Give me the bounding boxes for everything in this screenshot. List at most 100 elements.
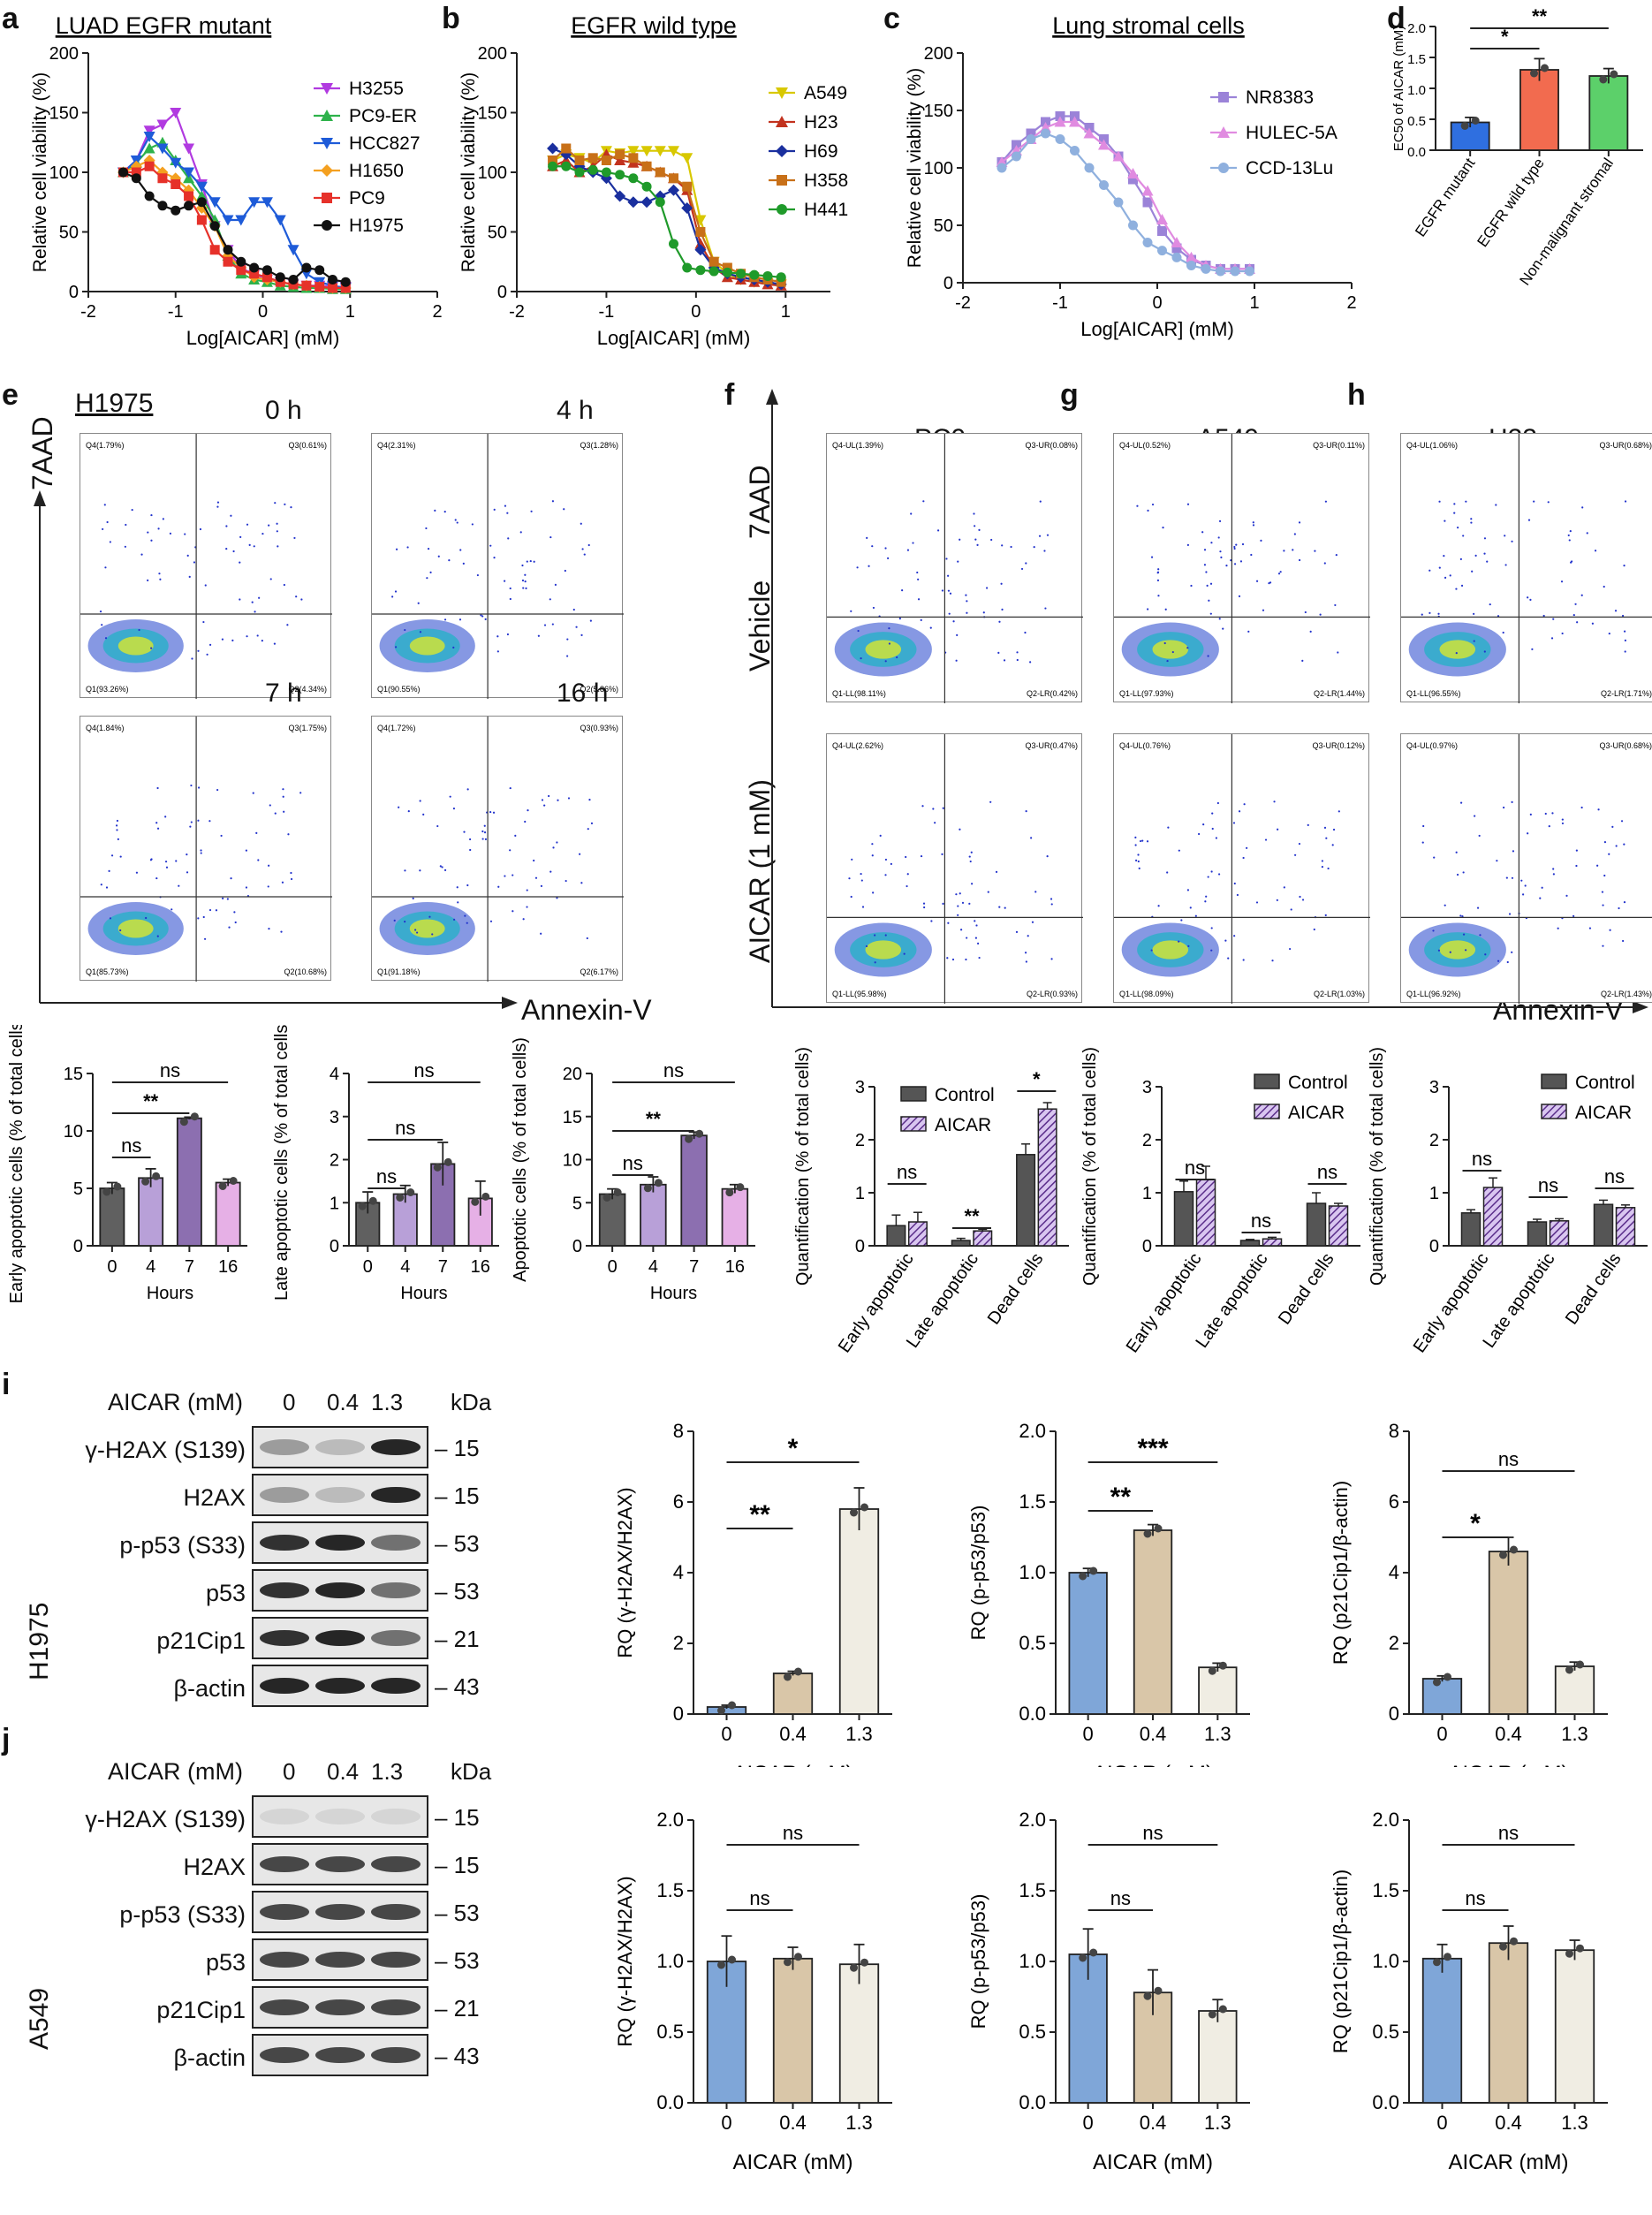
significance-label: ns [1538,1174,1558,1196]
band [371,1535,421,1551]
event-dot [454,519,457,521]
data-point-HCC827 [156,143,169,155]
event-dot [1455,588,1458,590]
event-dot [1438,500,1441,503]
data-point-CCD-13Lu [1026,134,1036,144]
data-point-H1975 [184,201,194,211]
data-point-H1975 [340,277,351,287]
x-tick-label: 1 [1249,293,1259,313]
event-dot [957,914,959,916]
blot-bands [260,1582,421,1598]
event-dot [1210,927,1213,929]
data-point-PC9 [261,272,272,283]
legend-swatch [1541,1073,1567,1089]
band [260,1999,309,2015]
data-point-H1975 [171,205,181,216]
event-dot [1020,567,1024,571]
y-tick-label: 1.5 [1372,1879,1399,1901]
event-dot [898,618,901,620]
data-dot [1576,1660,1584,1669]
event-dot [239,598,241,601]
event-dot [1565,894,1568,897]
chart-title: Lung stromal cells [1052,12,1245,39]
x-axis-title: AICAR (mM) [733,1762,853,1767]
event-dot [268,524,270,527]
x-tick-label: 1.3 [845,2112,873,2134]
event-dot [951,958,955,961]
data-dot [1433,1958,1441,1967]
quadrant-q2: Q2-LR(1.43%) [1601,990,1652,998]
event-dot [147,531,149,534]
x-tick-label: 1.3 [1204,1723,1231,1745]
y-tick-label: 5 [572,1194,582,1213]
event-dot [156,935,159,937]
legend-label-H69: H69 [804,141,838,162]
quadrant-q3: Q3-UR(0.08%) [1025,441,1078,450]
y-tick-label: 0.0 [1407,145,1426,160]
data-point-PC9 [340,283,351,293]
event-dot [398,806,400,808]
event-dot [1508,913,1512,915]
event-dot [922,902,926,905]
event-dot [1337,651,1339,654]
band [315,1999,365,2015]
event-dot [202,915,205,919]
event-dot [135,871,139,874]
x-tick-label: Late apoptotic [903,1249,982,1352]
y-tick-label: 50 [59,224,79,243]
event-dot [1324,914,1327,916]
event-dot [1217,873,1221,876]
event-dot [269,578,272,580]
event-dot [1602,904,1604,906]
flow-plot-f_plots-0: Q4-UL(1.39%) Q3-UR(0.08%) Q1-LL(98.11%) Q2-… [826,433,1083,703]
event-dot [1506,960,1509,964]
data-point-CCD-13Lu [1113,197,1124,208]
data-dot [1444,1673,1451,1681]
data-dot [654,1179,663,1187]
quadrant-q1: Q1(85.73%) [86,967,129,976]
event-dot [251,601,254,603]
x-axis-title: AICAR (mM) [1449,2151,1569,2174]
event-dot [104,566,107,569]
event-dot [868,565,870,567]
event-dot [1016,651,1019,654]
band [315,1630,365,1646]
legend-label-HCC827: HCC827 [349,133,421,154]
y-tick-label: 10 [563,1151,582,1171]
event-dot [165,866,169,869]
data-point-HULEC-5A [1112,150,1125,162]
event-dot [1235,543,1238,546]
bar-Control [1239,1240,1261,1247]
blot-bands [260,1487,421,1503]
data-point-H358 [695,227,706,237]
data-point-H1975 [131,173,141,184]
event-dot [425,527,428,530]
panel-letter-g: g [1060,378,1079,412]
event-dot [1167,826,1170,829]
y-tick-label: 2.0 [1372,1809,1399,1831]
y-tick-label: 1.5 [1019,1491,1046,1513]
event-dot [216,501,220,504]
x-axis-title: Log[AICAR] (mM) [186,327,340,349]
data-point-PC9 [209,245,220,255]
y-tick-label: 1.0 [1019,1561,1046,1583]
event-dot [1210,542,1213,544]
event-dot [1252,524,1255,527]
data-point-HCC827 [235,215,247,226]
data-dot [1499,1551,1507,1559]
event-dot [1218,618,1221,620]
quadrant-q1: Q1-LL(98.11%) [832,689,886,698]
event-dot [437,555,440,558]
event-dot [1444,520,1446,522]
event-dot [955,893,958,896]
data-dot [1143,1991,1152,2000]
x-tick-label: 0 [1152,293,1162,313]
series-line-H69 [552,147,782,285]
data-point-H358 [682,181,693,192]
y-tick-label: 15 [64,1065,83,1084]
event-dot [1205,571,1208,573]
event-dot [1428,611,1431,614]
x-axis-title: AICAR (mM) [1093,2151,1213,2174]
event-dot [1624,639,1626,641]
